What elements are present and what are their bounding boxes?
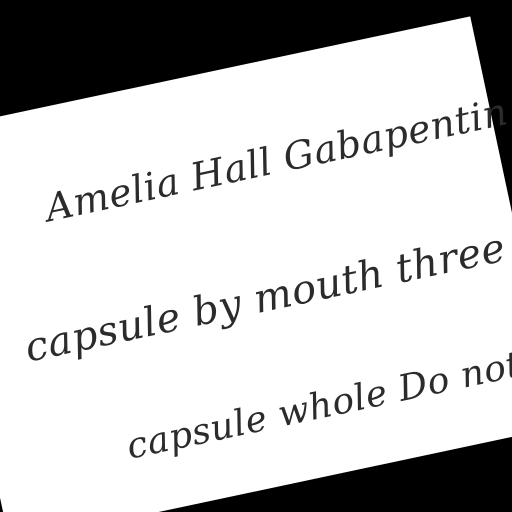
prescription-label: Amelia Hall Gabapentin 300 mg capsule by… [0, 16, 512, 512]
patient-drug-line: Amelia Hall Gabapentin 300 mg [41, 56, 512, 231]
